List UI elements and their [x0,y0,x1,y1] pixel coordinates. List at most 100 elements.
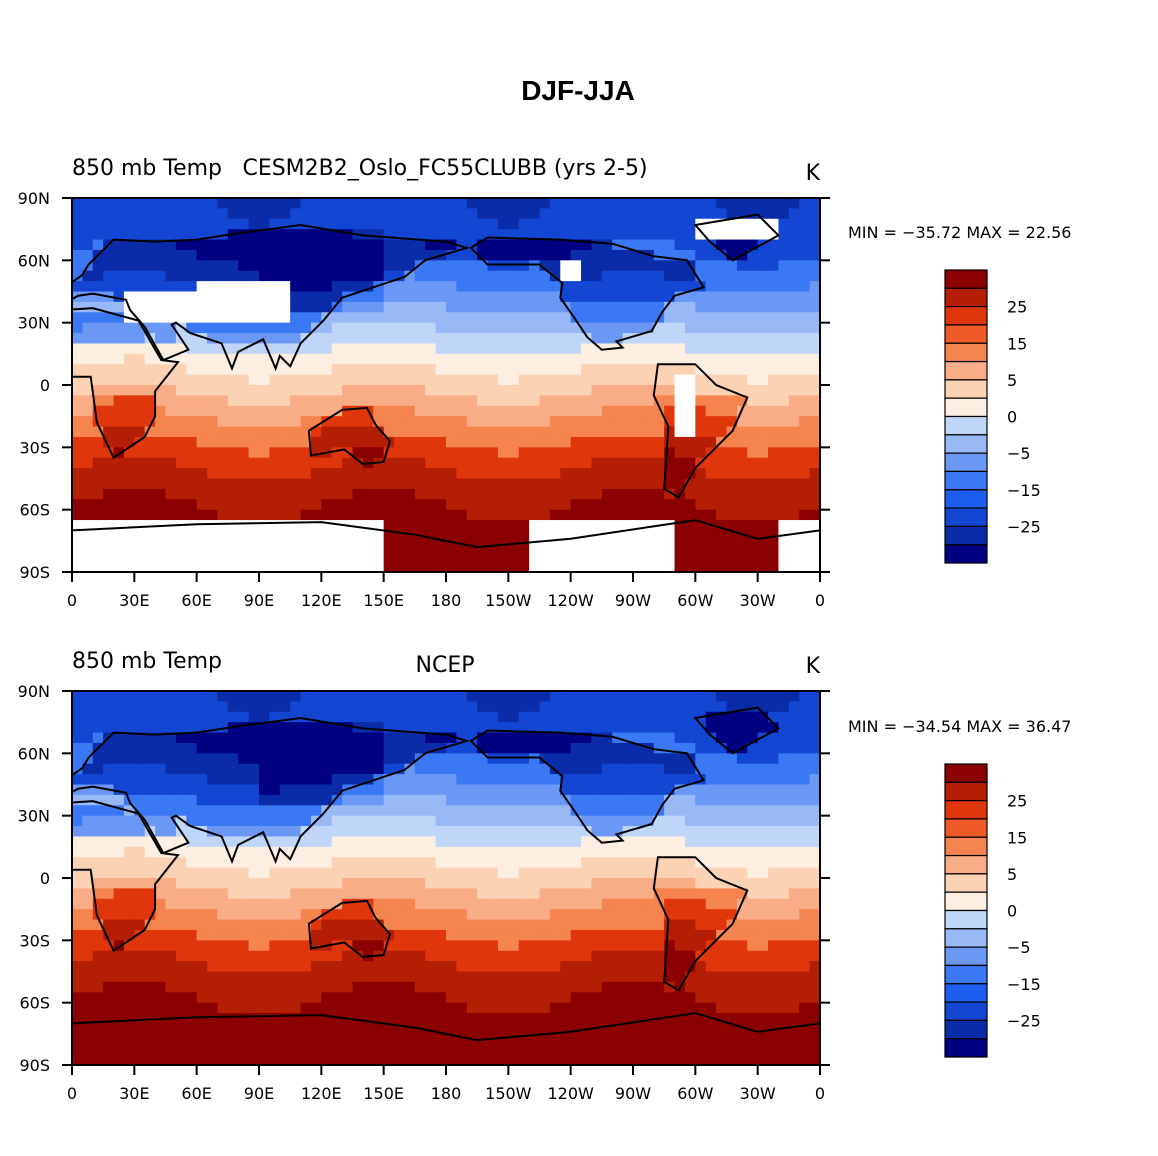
map-cell [300,374,312,386]
map-cell [290,436,302,448]
map-cell [238,509,250,521]
map-cell [103,753,115,765]
map-cell [196,701,208,713]
map-cell [425,395,437,407]
map-cell [705,260,717,272]
map-cell [736,270,748,282]
map-cell [684,898,696,910]
map-cell [736,981,748,993]
map-cell [633,436,644,448]
map-cell [113,260,125,272]
map-cell [508,826,520,838]
colorbar-box [944,342,988,363]
map-cell [103,385,115,396]
map-cell [92,784,104,796]
map-cell [549,992,561,1004]
map-cell [217,218,229,230]
map-cell [92,364,104,376]
map-cell [705,218,717,230]
map-cell [92,457,104,469]
map-cell [633,416,644,428]
map-cell [716,260,728,272]
map-cell [404,530,416,542]
map-cell [788,468,800,480]
map-cell [736,312,748,324]
map-cell [144,468,156,480]
map-cell [373,1013,385,1025]
map-cell [342,919,354,931]
map-cell [259,270,270,282]
map-cell [684,540,696,552]
map-cell [799,198,811,209]
map-cell [207,478,219,490]
map-cell [529,488,541,500]
map-cell [186,888,198,900]
map-cell [726,815,738,827]
map-cell [290,322,302,334]
map-cell [591,333,603,345]
map-cell [321,826,333,838]
map-cell [446,919,457,931]
map-cell [279,520,291,532]
map-cell [300,701,312,713]
map-cell [684,499,696,511]
map-cell [684,198,696,209]
map-cell [165,742,177,754]
map-cell [175,260,187,272]
map-cell [186,322,198,334]
map-cell [591,846,603,858]
map-cell [404,846,416,858]
map-cell [726,374,738,386]
map-cell [809,488,820,500]
colorbar-box [944,489,988,509]
map-cell [72,826,83,838]
map-cell [113,270,125,282]
map-cell [809,301,820,313]
map-cell [736,836,748,848]
map-cell [259,353,270,365]
map-cell [414,499,426,511]
map-cell [466,919,478,931]
map-cell [705,753,717,765]
map-cell [664,457,676,469]
map-cell [383,447,395,459]
map-cell [570,540,582,552]
map-cell [92,805,104,817]
map-cell [394,826,406,838]
map-cell [705,364,717,376]
map-cell [300,763,312,775]
map-cell [362,1013,374,1025]
map-cell [362,436,374,448]
map-cell [456,561,468,572]
map-cell [601,857,613,869]
map-cell [487,218,499,230]
map-cell [425,281,437,293]
map-cell [134,385,146,396]
map-cell [674,722,686,734]
map-cell [92,701,104,713]
map-cell [414,561,426,572]
map-cell [113,909,125,921]
map-cell [373,540,385,552]
map-cell [788,711,800,723]
map-cell [331,364,343,376]
map-cell [186,774,198,786]
map-cell [695,732,707,744]
map-cell [664,322,676,334]
map-cell [591,488,603,500]
map-cell [539,815,551,827]
map-cell [747,218,759,230]
map-cell [591,784,603,796]
map-cell [207,353,219,365]
map-cell [259,260,270,272]
map-cell [300,312,312,324]
map-cell [186,1002,198,1014]
map-cell [643,291,655,303]
map-cell [279,457,291,469]
map-cell [310,940,322,952]
map-cell [736,1002,748,1014]
map-cell [747,395,759,407]
map-cell [425,722,437,734]
map-cell [144,447,156,459]
map-cell [757,888,769,900]
